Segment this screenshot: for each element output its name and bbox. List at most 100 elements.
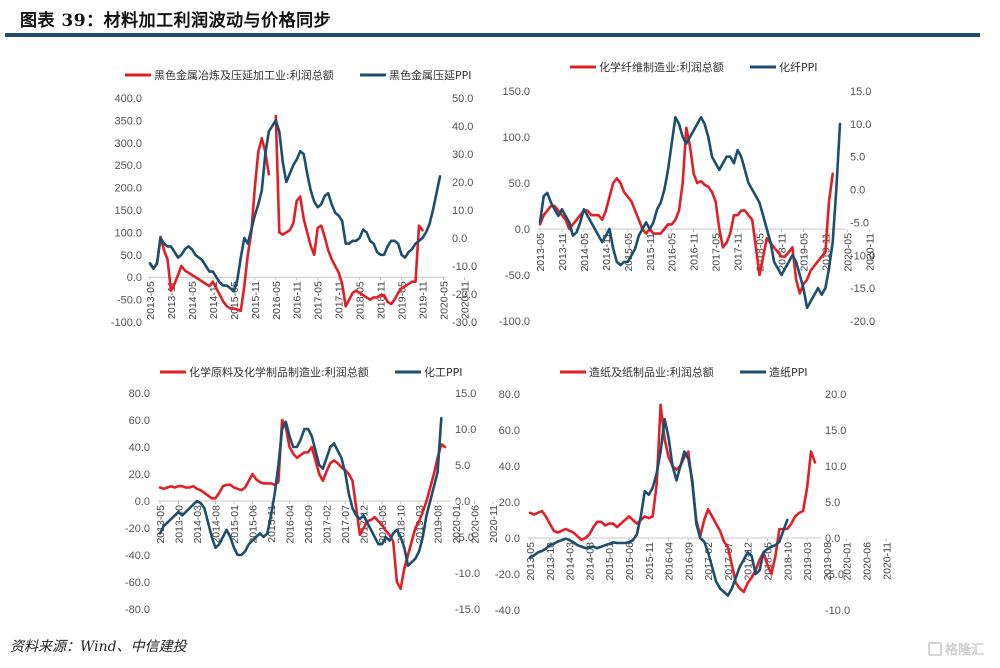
x-tick-label: 2017-07 — [340, 505, 352, 544]
x-tick-label: 2016-09 — [303, 505, 315, 544]
y-left-tick-label: 350.0 — [114, 115, 142, 127]
legend-item-ppi: 化工PPI — [395, 365, 463, 379]
x-tick-label: 2015-11 — [250, 281, 262, 319]
legend-item-profit: 化学纤维制造业:利润总额 — [570, 60, 724, 74]
x-tick-label: 2017-02 — [322, 505, 334, 544]
legend-label: 造纸PPI — [769, 365, 808, 379]
y-right-tick-label: 0.0 — [825, 533, 840, 545]
x-tick-label: 2015-06 — [248, 505, 260, 544]
y-right-tick-label: 15.0 — [850, 86, 871, 98]
x-tick-label: 2019-08 — [433, 505, 445, 544]
y-right-tick-label: -5.0 — [850, 217, 869, 229]
legend-item-ppi: 黑色金属压延PPI — [360, 68, 472, 82]
y-right-tick-label: 15.0 — [455, 388, 476, 400]
x-tick-label: 2018-11 — [776, 233, 788, 271]
legend-item-profit: 造纸及纸制品业:利润总额 — [560, 365, 714, 379]
x-tick-label: 2020-05 — [842, 233, 854, 272]
y-right-tick-label: 20.0 — [452, 177, 473, 189]
x-tick-label: 2020-01 — [842, 542, 854, 581]
x-tick-label: 2014-05 — [187, 281, 199, 320]
y-left-tick-label: 80.0 — [499, 389, 520, 401]
x-tick-label: 2014-11 — [601, 233, 613, 271]
y-right-tick-label: -10.0 — [825, 605, 850, 617]
chart-ferrous-metals: 黑色金属冶炼及压延加工业:利润总额 黑色金属压延PPI 400.0 350.0 300.… — [111, 68, 477, 329]
y-right-tick-label: 50.0 — [452, 93, 473, 105]
legend-item-ppi: 造纸PPI — [740, 365, 808, 379]
series-line-profit — [148, 114, 424, 313]
y-left-tick-label: -50.0 — [505, 270, 530, 282]
y-left-tick-label: -50.0 — [117, 295, 142, 307]
x-tick-label: 2015-11 — [644, 542, 656, 580]
y-left-tick-label: 60.0 — [499, 425, 520, 437]
y-left-tick-label: 0.0 — [505, 533, 520, 545]
y-left-tick-label: 400.0 — [114, 93, 142, 105]
legend-label: 造纸及纸制品业:利润总额 — [589, 365, 714, 379]
y-left-tick-label: 100.0 — [114, 227, 142, 239]
y-right-tick-label: 10.0 — [452, 205, 473, 217]
x-tick-label: 2020-06 — [861, 542, 873, 581]
x-tick-label: 2020-06 — [470, 505, 482, 544]
chart-chemical-fiber: 化学纤维制造业:利润总额 化纤PPI 150.0 100.0 50.0 0.0 -50.0 -… — [499, 60, 876, 328]
y-left-tick-label: -60.0 — [125, 577, 150, 589]
y-right-tick-label: 5.0 — [825, 497, 840, 509]
y-left-tick-label: -100.0 — [499, 316, 530, 328]
y-left-tick-label: 300.0 — [114, 138, 142, 150]
x-tick-label: 2017-11 — [733, 233, 745, 271]
x-tick-label: 2020-11 — [881, 542, 893, 580]
x-tick-label: 2019-08 — [822, 542, 834, 581]
y-left-tick-label: 200.0 — [114, 183, 142, 195]
x-tick-label: 2013-10 — [174, 505, 186, 544]
y-left-tick-label: -40.0 — [495, 605, 520, 617]
y-left-tick-label: 80.0 — [129, 388, 150, 400]
x-tick-label: 2013-05 — [525, 542, 537, 581]
y-right-tick-label: 10.0 — [455, 424, 476, 436]
x-tick-label: 2019-03 — [802, 542, 814, 581]
legend-label: 化学原料及化学制品制造业:利润总额 — [189, 365, 369, 379]
y-left-tick-label: -20.0 — [125, 523, 150, 535]
y-right-tick-label: 40.0 — [452, 121, 473, 133]
series-line-profit — [538, 126, 834, 295]
x-tick-label: 2013-11 — [557, 233, 569, 271]
chart-paper-products: 造纸及纸制品业:利润总额 造纸PPI 80.0 60.0 40.0 20.0 0.0 -20.… — [495, 365, 893, 617]
y-right-tick-label: -10.0 — [455, 568, 480, 580]
x-tick-label: 2013-11 — [166, 281, 178, 319]
y-right-tick-label: 15.0 — [825, 425, 846, 437]
watermark-logo-icon — [928, 641, 942, 656]
x-tick-label: 2020-01 — [451, 505, 463, 544]
x-tick-label: 2016-05 — [667, 233, 679, 272]
x-tick-label: 2016-05 — [271, 281, 283, 320]
legend-item-ppi: 化纤PPI — [750, 60, 818, 74]
y-right-tick-label: -10.0 — [452, 261, 477, 273]
y-left-tick-label: 40.0 — [129, 442, 150, 454]
legend-label: 化工PPI — [424, 365, 463, 379]
x-tick-label: 2018-05 — [377, 505, 389, 544]
legend-item-profit: 黑色金属冶炼及压延加工业:利润总额 — [125, 68, 334, 82]
title-rule — [5, 33, 980, 37]
legend-label: 黑色金属压延PPI — [389, 68, 472, 82]
watermark-text: 格隆汇 — [945, 643, 985, 658]
x-tick-label: 2015-06 — [624, 542, 636, 581]
y-left-tick-label: 50.0 — [509, 178, 530, 190]
y-right-tick-label: 0.0 — [455, 496, 470, 508]
y-left-tick-label: -40.0 — [125, 550, 150, 562]
y-right-tick-label: -5.0 — [825, 569, 844, 581]
y-right-tick-label: -20.0 — [452, 289, 477, 301]
y-right-tick-label: 10.0 — [850, 119, 871, 131]
x-tick-label: 2020-11 — [864, 233, 876, 271]
x-tick-label: 2014-03 — [192, 505, 204, 544]
legend-label: 化学纤维制造业:利润总额 — [599, 60, 724, 74]
y-right-tick-label: 5.0 — [850, 152, 865, 164]
x-tick-label: 2013-05 — [145, 281, 157, 320]
x-tick-label: 2019-11 — [418, 281, 430, 319]
y-right-tick-label: 5.0 — [455, 460, 470, 472]
x-tick-label: 2017-05 — [711, 233, 723, 272]
y-right-tick-label: -10.0 — [850, 250, 875, 262]
legend-label: 黑色金属冶炼及压延加工业:利润总额 — [154, 68, 334, 82]
x-tick-label: 2020-11 — [459, 281, 471, 319]
series-line-ppi — [528, 417, 789, 597]
y-left-tick-label: 0.0 — [135, 496, 150, 508]
figure-title: 图表 39：材料加工利润波动与价格同步 — [20, 11, 332, 31]
x-tick-label: 2016-04 — [664, 542, 676, 581]
series-line-ppi — [148, 119, 442, 293]
x-tick-label: 2016-04 — [285, 505, 297, 544]
